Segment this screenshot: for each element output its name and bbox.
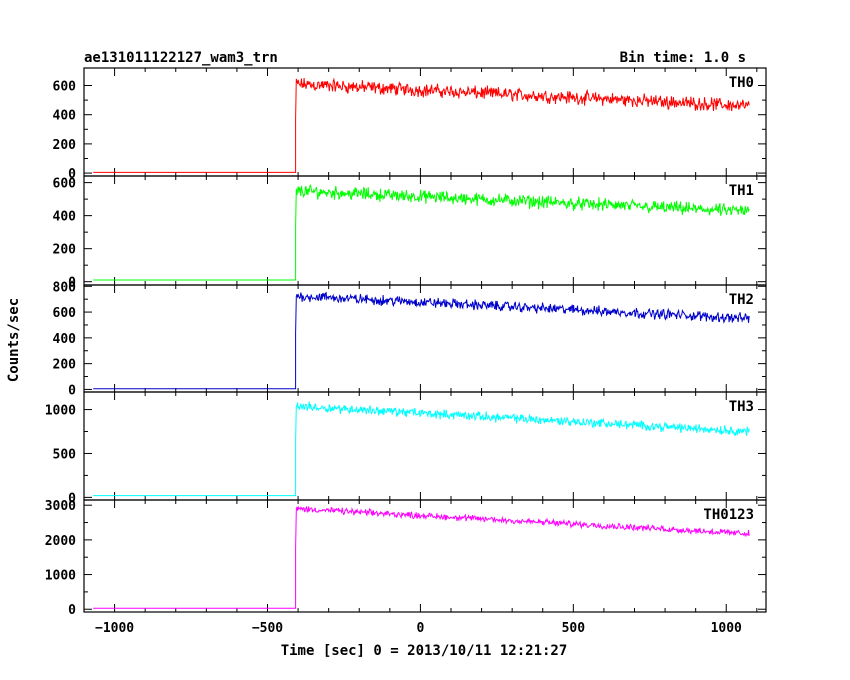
series-line (93, 401, 750, 497)
series-label: TH1 (729, 183, 754, 199)
y-tick-label: 2000 (45, 534, 76, 549)
y-tick-label: 200 (53, 358, 77, 373)
x-tick-label: 500 (562, 621, 586, 636)
series-line (93, 77, 750, 173)
y-tick-label: 0 (68, 167, 76, 182)
y-tick-label: 800 (53, 280, 77, 295)
y-tick-label: 1000 (45, 404, 76, 419)
y-tick-label: 200 (53, 243, 77, 258)
x-axis-title: Time [sec] 0 = 2013/10/11 12:21:27 (281, 643, 568, 659)
x-tick-label: 0 (416, 621, 424, 636)
y-tick-label: 400 (53, 210, 77, 225)
y-tick-label: 0 (68, 276, 76, 291)
x-tick-label: −1000 (95, 621, 134, 636)
y-tick-label: 400 (53, 332, 77, 347)
panel-frame (83, 391, 767, 501)
y-tick-label: 0 (68, 603, 76, 618)
series-label: TH0123 (703, 507, 754, 523)
y-tick-label: 0 (68, 383, 76, 398)
y-tick-label: 1000 (45, 569, 76, 584)
y-tick-label: 600 (53, 306, 77, 321)
y-tick-label: 600 (53, 80, 77, 95)
series-line (93, 291, 750, 390)
y-tick-label: 400 (53, 109, 77, 124)
panel-frame (83, 499, 767, 613)
panels-group: 0 200 400 600 TH0 0 200 400 600 TH1 0 200 400 600 800 T… (45, 67, 767, 636)
y-tick-label: 600 (53, 177, 77, 192)
y-tick-label: 200 (53, 138, 77, 153)
y-axis-title: Counts/sec (6, 298, 22, 382)
bin-time-label: Bin time: 1.0 s (620, 50, 746, 66)
series-label: TH2 (729, 292, 754, 308)
y-tick-label: 500 (53, 447, 77, 462)
x-tick-label: −500 (252, 621, 283, 636)
y-tick-label: 3000 (45, 499, 76, 514)
panel-frame (83, 67, 767, 177)
series-label: TH0 (729, 75, 754, 91)
y-tick-label: 0 (68, 491, 76, 506)
series-label: TH3 (729, 399, 754, 415)
series-line (93, 184, 750, 281)
series-line (93, 505, 750, 609)
x-tick-label: 1000 (711, 621, 742, 636)
chart-title: ae131011122127_wam3_trn (84, 50, 278, 66)
